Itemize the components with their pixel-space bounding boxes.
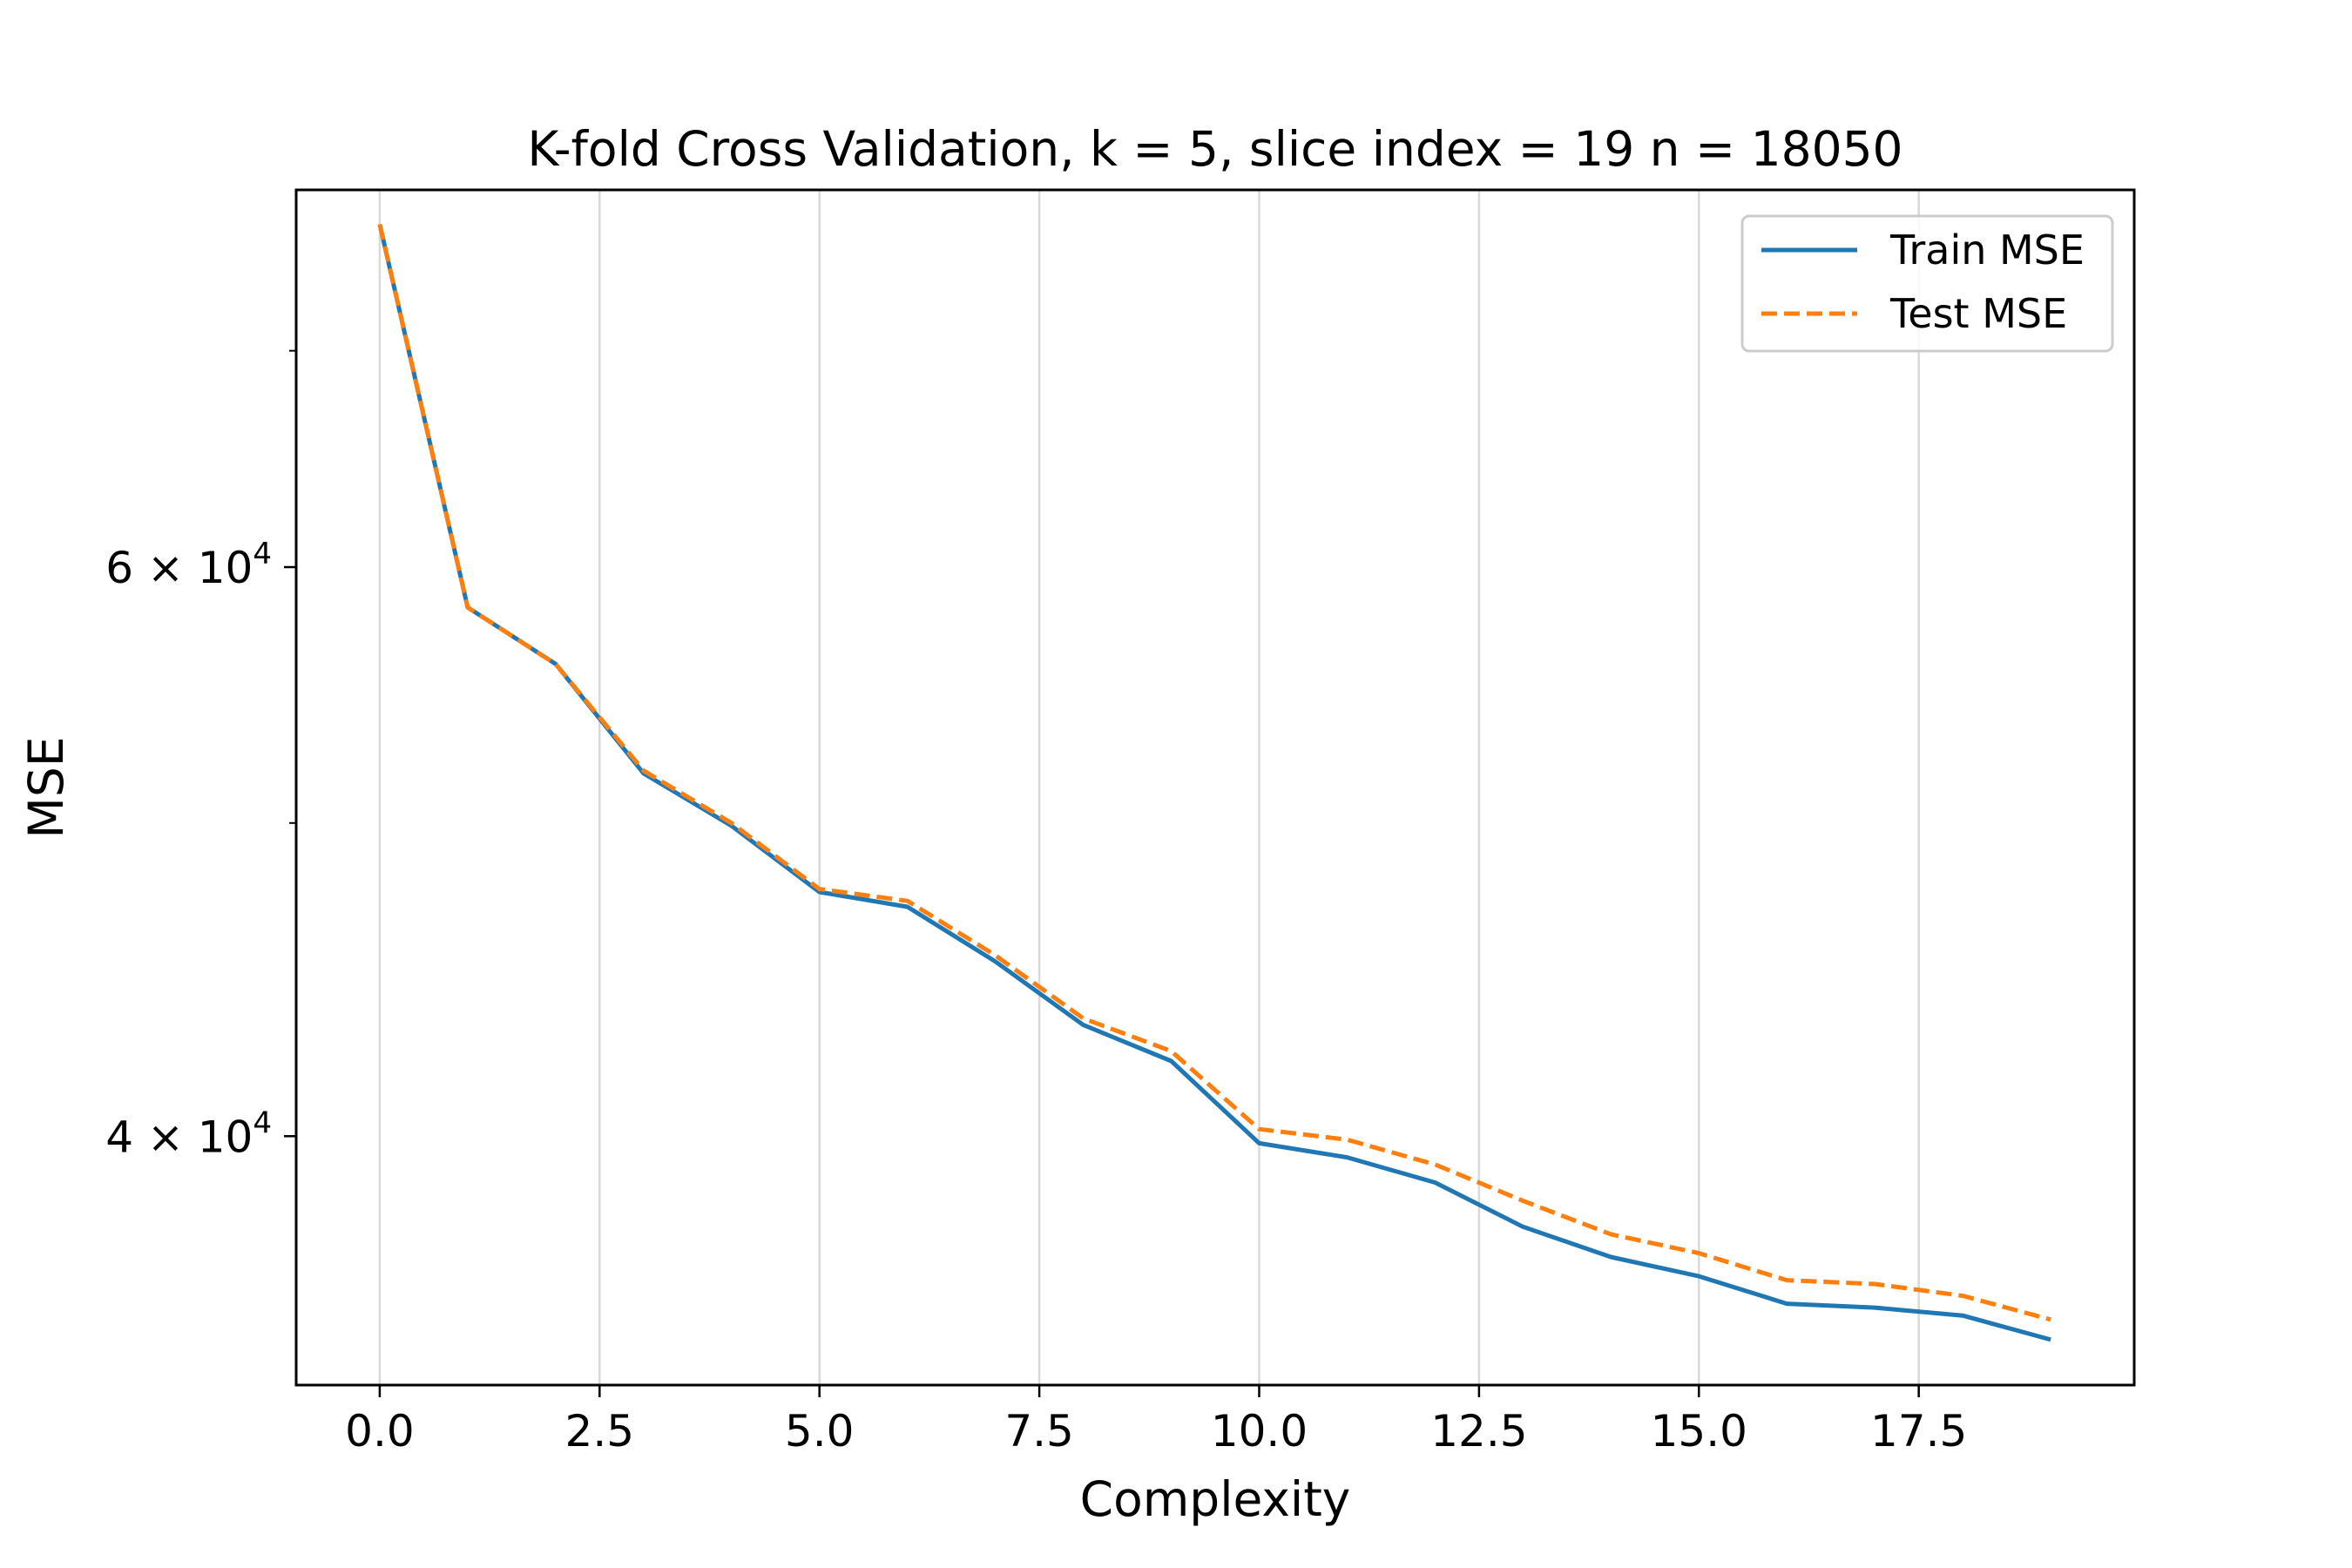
legend-label: Test MSE [1889,290,2067,337]
x-tick-label: 10.0 [1211,1406,1308,1456]
x-tick-label: 0.0 [345,1406,415,1456]
grid-lines [378,190,1920,1385]
series-line-test-mse [377,223,2051,1322]
chart-title: K-fold Cross Validation, k = 5, slice in… [527,121,1903,177]
x-tick-label: 2.5 [565,1406,635,1456]
series-line-train-mse [377,223,2051,1342]
x-tick-label: 5.0 [785,1406,855,1456]
y-tick-label: 4 × 104 [105,1105,272,1162]
x-tick-label: 7.5 [1004,1406,1074,1456]
plot-frame [294,188,2136,1387]
y-axis: 4 × 104 6 × 104 [105,349,296,1162]
x-tick-label: 17.5 [1870,1406,1967,1456]
y-tick-label: 6 × 104 [105,537,272,593]
x-axis-label: Complexity [1080,1471,1351,1527]
y-axis-label: MSE [18,736,74,838]
x-tick-label: 15.0 [1651,1406,1747,1456]
series-layer [377,223,2051,1342]
x-axis: 0.0 2.5 5.0 7.5 10.0 12.5 15.0 17.5 [345,1385,1967,1456]
legend: Train MSE Test MSE [1740,214,2114,353]
x-tick-label: 12.5 [1430,1406,1527,1456]
legend-label: Train MSE [1889,226,2085,274]
